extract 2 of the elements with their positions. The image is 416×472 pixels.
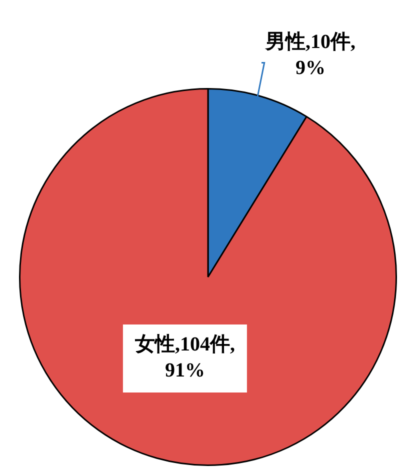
slice-label: 男性,10件,9%: [264, 31, 356, 80]
slice-label: 女性,104件,91%: [134, 334, 235, 382]
